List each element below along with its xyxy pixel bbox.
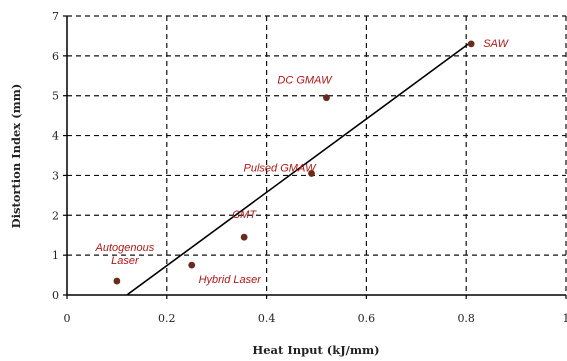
y-axis-ticks: 0 1 2 3 4 5 6 7 — [52, 10, 67, 302]
data-points — [113, 40, 475, 285]
y-tick-label: 1 — [52, 249, 59, 262]
x-axis-label: Heat Input (kJ/mm) — [252, 343, 379, 357]
point-annotation: Autogenous Laser — [95, 242, 155, 267]
data-point — [188, 261, 196, 269]
y-tick-label: 0 — [52, 289, 59, 302]
y-tick-label: 3 — [52, 169, 59, 182]
x-tick-label: 0.8 — [457, 312, 475, 325]
data-point — [113, 277, 121, 285]
data-point — [467, 40, 475, 48]
y-tick-label: 5 — [52, 90, 59, 103]
x-tick-label: 0.6 — [358, 312, 376, 325]
x-tick-label: 0.4 — [258, 312, 276, 325]
trend-line-group — [126, 41, 472, 296]
point-annotation: CMT — [232, 209, 257, 221]
x-tick-label: 0.2 — [158, 312, 176, 325]
axes — [66, 16, 566, 296]
y-axis-label: Distortion Index (mm) — [9, 84, 23, 229]
point-annotation: Hybrid Laser — [199, 274, 263, 286]
point-annotations: Autogenous Laser Hybrid Laser CMT Pulsed GMA… — [95, 38, 510, 286]
point-annotation: SAW — [483, 38, 509, 50]
x-tick-label: 1 — [563, 312, 567, 325]
data-point — [308, 170, 315, 177]
grid — [67, 15, 567, 295]
y-tick-label: 2 — [52, 209, 59, 222]
point-annotation: DC GMAW — [277, 75, 333, 87]
x-tick-label: 0 — [64, 312, 71, 325]
trend-line — [126, 41, 472, 296]
data-point — [240, 233, 248, 241]
point-annotation: Pulsed GMAW — [244, 162, 318, 174]
data-point — [323, 94, 330, 102]
x-axis-ticks: 0 0.2 0.4 0.6 0.8 1 — [64, 295, 567, 325]
y-tick-label: 4 — [52, 130, 59, 143]
y-tick-label: 6 — [52, 50, 59, 63]
y-tick-label: 7 — [52, 10, 59, 23]
